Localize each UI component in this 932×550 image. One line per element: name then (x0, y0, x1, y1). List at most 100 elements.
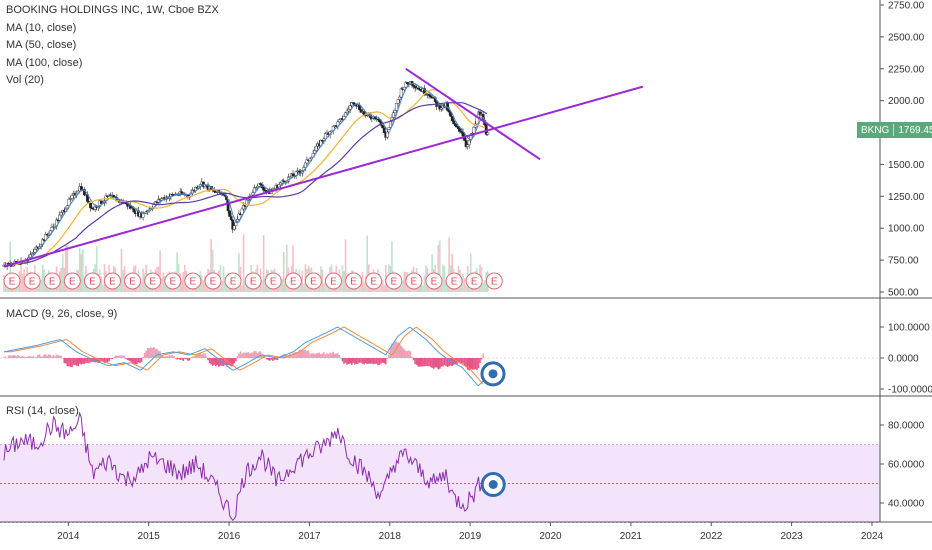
macd-histogram-bar (208, 358, 211, 364)
earnings-marker[interactable] (405, 272, 423, 290)
earnings-marker[interactable] (325, 272, 343, 290)
legend-volume[interactable]: Vol (20) (6, 74, 44, 86)
earnings-marker[interactable] (244, 272, 262, 290)
macd-histogram-bar (176, 358, 178, 360)
macd-histogram-bar (275, 358, 277, 360)
price-axis-tick-label: 1500.00 (888, 160, 925, 171)
macd-histogram-bar (411, 356, 413, 358)
time-axis-tick-label: 2022 (700, 531, 723, 542)
last-price-badge: BKNG 1769.45 (857, 122, 932, 138)
volume-bar (439, 240, 441, 292)
earnings-marker[interactable] (104, 272, 122, 290)
volume-bar (445, 280, 447, 292)
trendlines[interactable] (3, 67, 644, 268)
macd-histogram-bar (391, 343, 393, 358)
earnings-marker[interactable] (184, 272, 202, 290)
macd-histogram-bar (389, 347, 392, 358)
macd-histogram-bar (48, 354, 50, 358)
earnings-marker[interactable] (425, 272, 443, 290)
volume-bar (403, 271, 406, 292)
volume-bar (102, 284, 104, 292)
legend-ma100[interactable]: MA (100, close) (6, 56, 83, 69)
candle-body (254, 187, 258, 189)
volume-bar (340, 283, 342, 292)
macd-histogram-bar (72, 358, 75, 365)
candle-body (429, 95, 432, 98)
earnings-marker[interactable] (63, 272, 81, 290)
candle-body (180, 191, 184, 195)
legend-ma10[interactable]: MA (10, close) (6, 21, 77, 34)
price-axis-tick-label: 500.00 (888, 288, 919, 299)
earnings-marker[interactable] (304, 272, 322, 290)
volume-bar (401, 280, 404, 292)
macd-histogram-bar (479, 358, 481, 363)
macd-histogram-bar (465, 358, 467, 368)
macd-histogram-bar (77, 358, 80, 367)
earnings-marker[interactable] (204, 272, 222, 290)
earnings-marker-label: E (270, 277, 277, 288)
volume-bar (440, 284, 443, 292)
earnings-marker[interactable] (3, 272, 21, 290)
macd-histogram-bar (14, 355, 16, 358)
volume-bar (422, 285, 424, 292)
macd-histogram-bar (41, 356, 44, 358)
macd-histogram-bar (312, 353, 314, 358)
trendline-support[interactable] (3, 85, 644, 268)
bullseye-center (488, 480, 498, 489)
earnings-marker[interactable] (83, 272, 101, 290)
macd-histogram-bar (418, 358, 421, 367)
earnings-marker[interactable] (445, 272, 463, 290)
earnings-marker[interactable] (264, 272, 282, 290)
macd-histogram-bar (34, 357, 36, 358)
candle-body (89, 202, 92, 209)
macd-label[interactable]: MACD (9, 26, close, 9) (6, 308, 118, 320)
price-axis-tick-label: 750.00 (888, 256, 919, 267)
earnings-marker[interactable] (385, 272, 403, 290)
earnings-marker[interactable] (164, 272, 182, 290)
earnings-marker[interactable] (485, 272, 503, 290)
macd-histogram-bar (315, 353, 318, 358)
earnings-marker[interactable] (365, 272, 383, 290)
macd-histogram-bar (44, 354, 47, 358)
volume-bar (60, 267, 63, 292)
earnings-marker[interactable] (23, 272, 41, 290)
candle-body (69, 198, 72, 200)
volume-bar (284, 283, 287, 292)
drawn-markers[interactable] (480, 361, 506, 497)
macd-histogram-bar (327, 353, 330, 358)
earnings-marker[interactable] (124, 272, 142, 290)
price-axis-tick-label: 2250.00 (888, 64, 925, 75)
volume-bar (423, 275, 426, 292)
rsi-line (3, 411, 487, 522)
macd-histogram-bar (392, 343, 395, 358)
macd-histogram-bar (272, 358, 274, 361)
price-axis-tick-label: 2750.00 (888, 1, 925, 12)
earnings-marker[interactable] (345, 272, 363, 290)
trendline-resistance[interactable] (405, 67, 541, 161)
candle-body (157, 198, 160, 203)
candle-body (347, 109, 351, 112)
candle-body (385, 131, 389, 138)
earnings-marker[interactable] (465, 272, 483, 290)
volume-bar (80, 254, 83, 292)
earnings-marker[interactable] (144, 272, 162, 290)
legend-ma50[interactable]: MA (50, close) (6, 39, 77, 51)
macd-target-marker[interactable] (480, 361, 506, 387)
earnings-marker[interactable] (43, 272, 61, 290)
rsi-label[interactable]: RSI (14, close) (6, 405, 79, 417)
macd-histogram-bar (15, 356, 18, 358)
macd-histogram-bar (293, 352, 296, 358)
macd-histogram-bar (188, 358, 191, 361)
earnings-marker-label: E (169, 277, 176, 288)
candle-body (31, 252, 35, 254)
macd-histogram-bar (262, 354, 265, 358)
earnings-marker[interactable] (284, 272, 302, 290)
earnings-marker[interactable] (224, 272, 242, 290)
macd-histogram-bar (341, 358, 344, 362)
macd-histogram-bar (343, 358, 345, 364)
candle-body (246, 198, 250, 201)
rsi-target-marker[interactable] (480, 472, 506, 497)
volume-bar (210, 239, 212, 292)
